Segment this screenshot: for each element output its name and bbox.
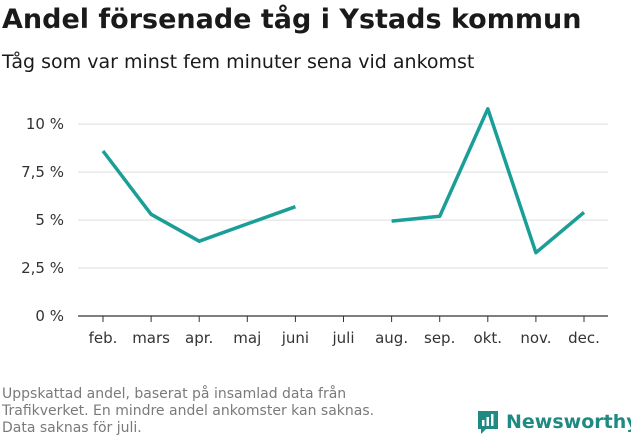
x-tick-label: apr. (185, 329, 213, 347)
x-tick-label: sep. (424, 329, 455, 347)
footnote: Uppskattad andel, baserat på insamlad da… (2, 386, 374, 437)
x-tick-label: nov. (520, 329, 551, 347)
y-tick-label: 2,5 % (21, 259, 64, 277)
series-line-segment (101, 149, 296, 243)
x-tick-label: okt. (474, 329, 503, 347)
x-tick-label: aug. (375, 329, 408, 347)
brand-logo: Newsworthy (476, 409, 631, 435)
x-tick-label: juni (281, 329, 309, 347)
series-line-segment (391, 107, 586, 255)
newsworthy-logo-icon (478, 411, 498, 434)
chart-subtitle: Tåg som var minst fem minuter sena vid a… (2, 51, 475, 73)
y-tick-label: 5 % (35, 211, 64, 229)
x-tick-label: feb. (89, 329, 118, 347)
x-tick-label: juli (331, 329, 354, 347)
brand-name: Newsworthy (506, 411, 631, 433)
line-chart: 0 % 2,5 % 5 % 7,5 % 10 % feb. mars apr. maj juni… (21, 107, 608, 347)
y-tick-label: 10 % (26, 115, 64, 133)
footnote-line-2: Trafikverket. En mindre andel ankomster … (2, 403, 375, 419)
chart-title: Andel försenade tåg i Ystads kommun (2, 4, 582, 35)
x-tick-label: mars (132, 329, 170, 347)
x-tick-label: dec. (568, 329, 600, 347)
x-tick-label: maj (233, 329, 261, 347)
footnote-line-3: Data saknas för juli. (2, 420, 142, 436)
y-tick-label: 0 % (35, 307, 64, 325)
y-tick-label: 7,5 % (21, 163, 64, 181)
footnote-line-1: Uppskattad andel, baserat på insamlad da… (2, 386, 347, 402)
